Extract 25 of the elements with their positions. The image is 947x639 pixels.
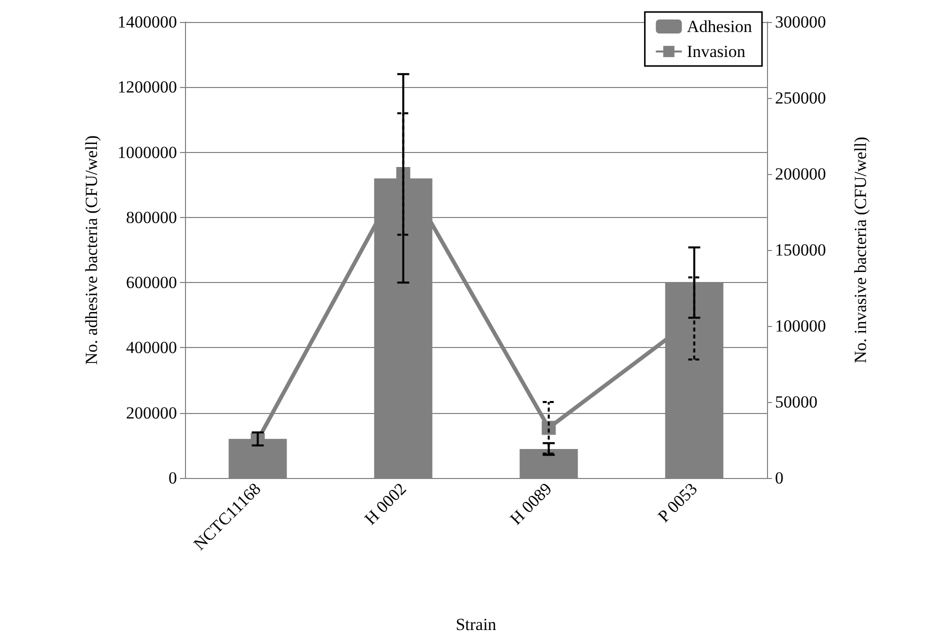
legend-label: Invasion — [686, 42, 746, 61]
y2-tick-label: 100000 — [775, 316, 826, 336]
y-tick-label: 1400000 — [118, 12, 177, 32]
y-tick-label: 1000000 — [118, 142, 177, 162]
bar — [520, 449, 578, 478]
x-tick-label: H 0089 — [506, 479, 556, 528]
x-tick-label: H 0002 — [360, 479, 410, 528]
y2-tick-label: 300000 — [775, 12, 826, 32]
y2-tick-label: 150000 — [775, 240, 826, 260]
y-tick-label: 800000 — [126, 208, 177, 227]
point — [542, 420, 556, 435]
y-tick-label: 1200000 — [118, 78, 177, 97]
y-axis-title: No. adhesive bacteria (CFU/well) — [82, 135, 101, 365]
y2-tick-label: 0 — [775, 468, 784, 488]
y-tick-label: 200000 — [126, 403, 177, 422]
x-axis-title: Strain — [456, 615, 497, 634]
y-tick-label: 600000 — [126, 273, 177, 292]
y2-tick-label: 200000 — [775, 164, 826, 184]
y2-tick-label: 250000 — [775, 88, 826, 108]
y2-axis-title: No. invasive bacteria (CFU/well) — [851, 136, 870, 364]
x-tick-label: P 0053 — [654, 479, 701, 526]
y-tick-label: 400000 — [126, 338, 177, 358]
legend-label: Adhesion — [686, 17, 752, 36]
y2-tick-label: 50000 — [775, 392, 818, 412]
y-tick-label: 0 — [168, 468, 177, 488]
